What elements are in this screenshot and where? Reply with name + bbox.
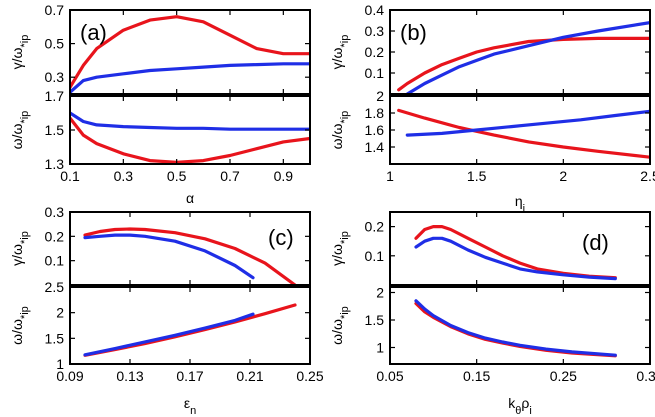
subplot-a-frequency: 1.3 1.5 1.7 ω/ω*ip: [9, 88, 311, 172]
subplot-c-frequency: 1 1.5 2 2.5 ω/ω*ip: [9, 279, 311, 372]
y-axis-label: γ/ω*ip: [329, 231, 351, 266]
y-axis-label: γ/ω*ip: [9, 231, 31, 266]
y-tick-label: 2.5: [45, 279, 65, 295]
panel-label: (b): [400, 20, 427, 45]
y-tick-label: 0.2: [45, 228, 65, 244]
x-tick-label: 0.7: [220, 168, 240, 184]
x-tick-label: 0.21: [236, 368, 263, 384]
y-tick-label: 0.1: [365, 248, 385, 264]
panel-c: 0.1 0.2 0.3 γ/ω*ip 1 1.5 2 2.5 ω/ω*ip 0.09 0.13 0.1…: [9, 204, 324, 417]
series-line-red: [70, 15, 310, 89]
x-axis-label: α: [186, 190, 194, 206]
subplot-a-growth-rate: 0.3 0.5 0.7 γ/ω*ip: [9, 2, 311, 95]
y-tick-label: 1.6: [365, 122, 385, 138]
x-tick-label: 2.5: [640, 168, 655, 184]
y-axis-label: ω/ω*ip: [9, 111, 31, 150]
x-tick-label: 0.1: [60, 168, 80, 184]
panel-a: 0.30.50.7γ/ω*ip1.31.51.7ω/ω*ip0.1 0.3 0.5 0…: [9, 2, 311, 206]
panel-label: (d): [582, 230, 609, 255]
subplot-d-growth-rate: 0.1 0.2 γ/ω*ip: [329, 211, 651, 286]
x-tick-label: 0.25: [550, 368, 577, 384]
series-line-red: [397, 36, 650, 92]
x-tick-label: 0.3: [114, 168, 134, 184]
y-tick-label: 2: [56, 305, 64, 321]
y-tick-label: 0.2: [365, 44, 385, 60]
y-tick-label: 1.3: [45, 156, 65, 172]
series-line-blue: [83, 312, 255, 357]
series-line-red: [83, 227, 297, 285]
y-tick-label: 1.5: [45, 122, 65, 138]
series-line-blue: [414, 236, 617, 281]
y-tick-label: 1.5: [45, 330, 65, 346]
y-tick-label: 1.5: [365, 312, 385, 328]
y-tick-label: 0.3: [365, 23, 385, 39]
y-axis-label: ω/ω*ip: [329, 306, 351, 345]
x-tick-label: 0.25: [296, 368, 323, 384]
x-tick-label: 0.15: [463, 368, 490, 384]
y-tick-label: 1: [376, 340, 384, 356]
panel-b: 0.10.20.30.4γ/ω*ip1.41.61.82ω/ω*ip1 1.5 2 2…: [329, 2, 655, 215]
y-tick-label: 1.8: [365, 105, 385, 121]
y-tick-label: 0.3: [45, 69, 65, 85]
y-tick-label: 1.4: [365, 139, 385, 155]
series-line-blue: [405, 21, 650, 94]
x-tick-label: 2: [559, 168, 567, 184]
panel-label: (c): [268, 225, 294, 250]
y-tick-label: 0.1: [365, 65, 385, 81]
y-tick-label: 0.7: [45, 2, 65, 18]
y-tick-label: 0.2: [365, 219, 385, 235]
x-axis-label: εn: [184, 395, 196, 417]
x-axis-label: kθρi: [508, 395, 532, 417]
subplot-b-growth-rate: 0.1 0.2 0.3 0.4 γ/ω*ip: [329, 2, 651, 95]
y-tick-label: 0.5: [45, 36, 65, 52]
panel-d: 0.1 0.2 γ/ω*ip 1 1.5 2 ω/ω*ip 0.05 0.15 0.25 0.35 k…: [329, 211, 655, 417]
y-axis-label: ω/ω*ip: [9, 306, 31, 345]
x-tick-label: 1: [386, 168, 394, 184]
x-tick-label: 0.05: [376, 368, 403, 384]
axes-frame: [389, 286, 651, 365]
series-line-red: [414, 301, 617, 358]
y-tick-label: 2: [376, 88, 384, 104]
y-tick-label: 0.3: [45, 204, 65, 220]
x-tick-label: 0.13: [116, 368, 143, 384]
series-line-blue: [405, 109, 650, 137]
axes-frame: [389, 211, 651, 286]
x-tick-label: 0.17: [176, 368, 203, 384]
y-axis-label: γ/ω*ip: [9, 35, 31, 70]
x-tick-label: 0.35: [636, 368, 655, 384]
y-axis-label: γ/ω*ip: [329, 35, 351, 70]
y-tick-label: 0.1: [45, 253, 65, 269]
x-tick-label: 0.9: [274, 168, 294, 184]
y-tick-label: 0.4: [365, 2, 385, 18]
y-tick-label: 2: [376, 285, 384, 301]
x-axis-label: ηi: [515, 193, 525, 215]
x-tick-label: 1.5: [467, 168, 487, 184]
series-line-blue: [70, 111, 310, 131]
y-tick-label: 1.7: [45, 88, 65, 104]
series-line-red: [397, 108, 650, 159]
y-axis-label: ω/ω*ip: [329, 111, 351, 150]
series-line-blue: [83, 233, 255, 280]
axes-frame: [69, 9, 311, 95]
subplot-c-growth-rate: 0.1 0.2 0.3 γ/ω*ip: [9, 204, 311, 286]
x-tick-label: 0.5: [167, 168, 187, 184]
y-tick-label: 1: [56, 356, 64, 372]
subplot-b-frequency: 1.41.61.82 ω/ω*ip: [329, 88, 651, 165]
series-line-blue: [70, 62, 310, 94]
subplot-d-frequency: 1 1.5 2 ω/ω*ip: [329, 285, 651, 365]
series-line-blue: [414, 299, 617, 357]
x-tick-label: 0.09: [56, 368, 83, 384]
panel-label: (a): [80, 20, 107, 45]
